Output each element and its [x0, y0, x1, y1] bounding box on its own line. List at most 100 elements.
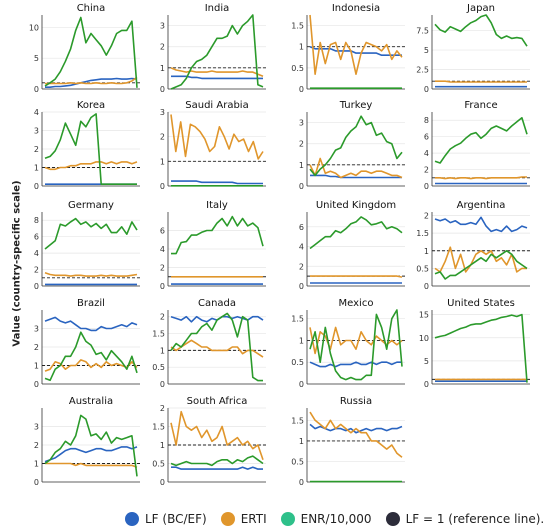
y-tick-label: 1.5	[152, 423, 165, 432]
panel-france: 0 2 4 6 8 France	[424, 100, 530, 191]
panel-italy: 0 2 4 6 Italy	[160, 200, 266, 291]
y-tick-label: 2	[424, 212, 429, 221]
series-line-erti	[170, 410, 264, 461]
y-tick-label: 2	[424, 166, 429, 175]
panel-title: Mexico	[339, 298, 374, 309]
y-tick-label: 8	[424, 116, 429, 125]
panel-argentina: 0 0.5 1 1.5 2 Argentina	[416, 200, 530, 291]
y-tick-label: 1	[299, 437, 304, 446]
y-axis-label: Value (country-specific scale)	[11, 180, 23, 347]
y-tick-label: 5	[424, 357, 429, 366]
y-tick-label: 2	[299, 140, 304, 149]
panel-china: 0 5 10 China	[29, 3, 140, 94]
panel-canada: 0 0.5 1 1.5 2 Canada	[152, 298, 266, 389]
panel-russia: 0 0.5 1 1.5 Russia	[291, 396, 405, 487]
y-tick-label: 1	[299, 336, 304, 345]
series-line-lf	[310, 174, 402, 179]
series-line-lf	[44, 446, 138, 463]
y-tick-label: 1.5	[291, 315, 304, 324]
y-tick-label: 6	[34, 233, 39, 242]
y-tick-label: 8	[34, 216, 39, 225]
series-line-enr	[170, 14, 264, 90]
panel-germany: 0 2 4 6 8 Germany	[34, 200, 140, 291]
y-tick-label: 3	[34, 127, 39, 136]
series-line-erti	[310, 275, 403, 278]
y-tick-label: 0.5	[416, 264, 429, 273]
y-tick-label: 1	[160, 441, 165, 450]
y-tick-label: 4	[34, 108, 39, 117]
y-tick-label: 0	[160, 85, 165, 94]
panel-title: Italy	[206, 200, 228, 211]
y-tick-label: 15	[419, 311, 429, 320]
legend-item-ref: LF = 1 (reference line).	[385, 512, 544, 526]
y-tick-label: 2	[34, 145, 39, 154]
y-tick-label: 6	[299, 223, 304, 232]
y-tick-label: 3	[299, 119, 304, 128]
series-line-lf	[44, 316, 138, 332]
y-tick-label: 0	[424, 182, 429, 191]
series-line-enr	[434, 14, 528, 47]
legend-label: ENR/10,000	[300, 512, 372, 526]
y-tick-label: 0.5	[291, 457, 304, 466]
series-line-erti	[170, 339, 264, 358]
y-tick-label: 1	[160, 64, 165, 73]
y-tick-label: 2	[160, 133, 165, 142]
panel-korea: 0 1 2 3 4 Korea	[34, 100, 140, 191]
legend-item-enr: ENR/10,000	[280, 512, 372, 526]
y-tick-label: 2	[34, 266, 39, 275]
y-tick-label: 1	[34, 460, 39, 469]
panel-title: Russia	[340, 396, 372, 407]
y-tick-label: 0	[424, 282, 429, 291]
series-line-lf	[434, 216, 528, 233]
panel-mexico: 0 0.5 1 1.5 Mexico	[291, 298, 405, 389]
legend-label: ERTI	[240, 512, 267, 526]
y-tick-label: 10	[29, 23, 39, 32]
panel-title: France	[464, 100, 497, 111]
y-tick-label: 2	[160, 43, 165, 52]
series-line-enr	[44, 16, 138, 88]
y-tick-label: 3	[34, 423, 39, 432]
panel-title: Korea	[77, 100, 105, 111]
y-tick-label: 1	[299, 161, 304, 170]
y-tick-label: 1.5	[152, 330, 165, 339]
y-tick-label: 4	[299, 243, 304, 252]
y-tick-label: 2	[299, 262, 304, 271]
series-line-lf	[309, 361, 402, 368]
panel-title: Brazil	[77, 298, 105, 309]
legend-item-erti: ERTI	[220, 512, 267, 526]
y-tick-label: 5	[424, 46, 429, 55]
y-tick-label: 2	[160, 264, 165, 273]
y-tick-label: 6	[160, 227, 165, 236]
y-tick-label: 0	[34, 478, 39, 487]
panel-japan: 0 2.5 5 7.5 Japan	[416, 3, 530, 94]
y-tick-label: 1	[34, 362, 39, 371]
panel-saudi-arabia: 0 1 2 3 Saudi Arabia	[160, 100, 266, 191]
y-tick-label: 0	[424, 85, 429, 94]
legend-marker	[280, 512, 295, 526]
panel-title: Argentina	[457, 200, 506, 211]
legend-marker	[125, 512, 139, 526]
panel-title: Japan	[466, 3, 495, 14]
y-tick-label: 0	[160, 182, 165, 191]
panel-title: United States	[447, 298, 515, 309]
panel-united-kingdom: 0 2 4 6 United Kingdom	[299, 200, 405, 291]
y-tick-label: 0	[34, 85, 39, 94]
series-line-lf	[309, 45, 402, 57]
panel-title: Turkey	[339, 100, 373, 111]
y-tick-label: 10	[419, 334, 429, 343]
series-line-erti	[309, 157, 403, 179]
panel-australia: 0 1 2 3 Australia	[34, 396, 140, 487]
y-tick-label: 6	[424, 133, 429, 142]
y-tick-label: 0.5	[152, 460, 165, 469]
series-line-enr	[171, 215, 264, 255]
series-line-enr	[434, 117, 528, 164]
series-line-erti	[170, 67, 264, 78]
y-tick-label: 0	[299, 182, 304, 191]
panel-indonesia: 0 0.5 1 1.5 Indonesia	[291, 3, 405, 94]
series-line-erti	[44, 161, 138, 171]
y-tick-label: 1.5	[291, 416, 304, 425]
y-tick-label: 0	[160, 478, 165, 487]
y-tick-label: 2.5	[416, 66, 429, 75]
panel-turkey: 0 1 2 3 Turkey	[299, 100, 405, 191]
